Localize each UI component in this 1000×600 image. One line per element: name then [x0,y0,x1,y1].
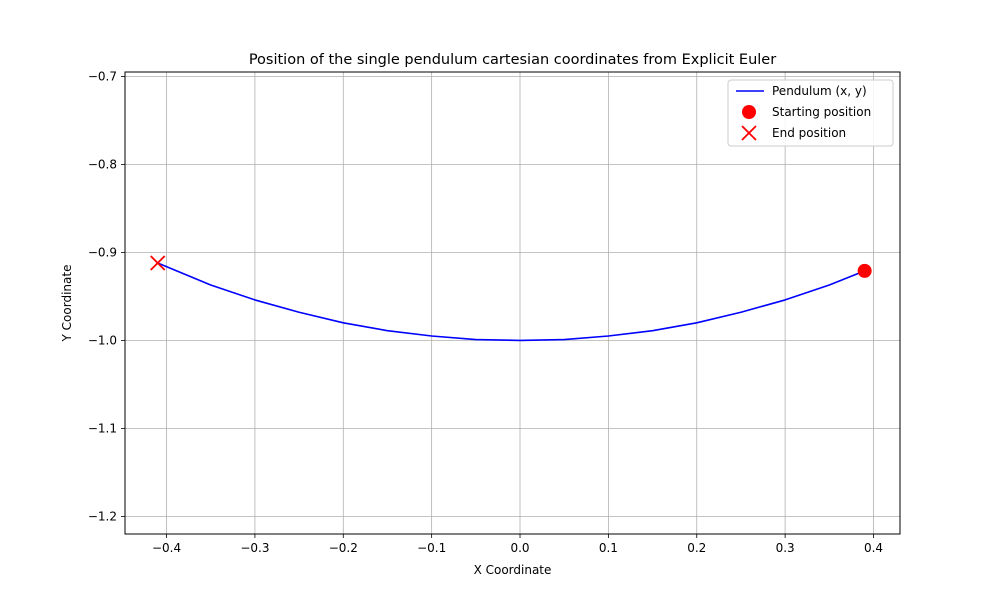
grid [125,72,900,534]
y-tick-label: −1.2 [88,509,117,523]
x-tick-label: −0.4 [152,541,181,555]
x-tick-label: 0.0 [510,541,529,555]
x-tick-label: 0.1 [599,541,618,555]
end-position-marker [150,255,166,271]
y-tick-label: −0.7 [88,69,117,83]
legend-box [727,79,894,147]
series-line-pendulum [157,262,865,342]
y-tick-label: −0.8 [88,157,117,171]
x-tick-label: 0.2 [687,541,706,555]
legend-x-marker-icon [741,125,757,141]
x-tick-label: 0.4 [864,541,883,555]
legend-circle-marker-icon [742,105,756,119]
x-axis-label: X Coordinate [474,563,552,577]
plot-data [150,255,872,342]
legend: Pendulum (x, y) Starting position End po… [727,79,894,147]
legend-label-start: Starting position [772,105,871,119]
plot-frame [124,71,901,535]
y-tick-label: −0.9 [88,245,117,259]
start-position-marker [857,263,872,278]
x-tick-label: 0.3 [776,541,795,555]
x-tick-label: −0.1 [417,541,446,555]
y-axis-label: Y Coordinate [60,265,74,343]
chart-title: Position of the single pendulum cartesia… [249,52,776,68]
legend-label-end: End position [772,126,846,140]
legend-label-pendulum: Pendulum (x, y) [772,84,867,98]
y-tick-label: −1.1 [88,421,117,435]
x-tick-label: −0.3 [240,541,269,555]
y-tick-label: −1.0 [88,333,117,347]
x-tick-label: −0.2 [329,541,358,555]
end-marker-stroke [150,255,166,271]
axis-ticks: −0.4 −0.3 −0.2 −0.1 0.0 0.1 0.2 0.3 0.4 −0.7 −0.8 −… [88,69,883,555]
